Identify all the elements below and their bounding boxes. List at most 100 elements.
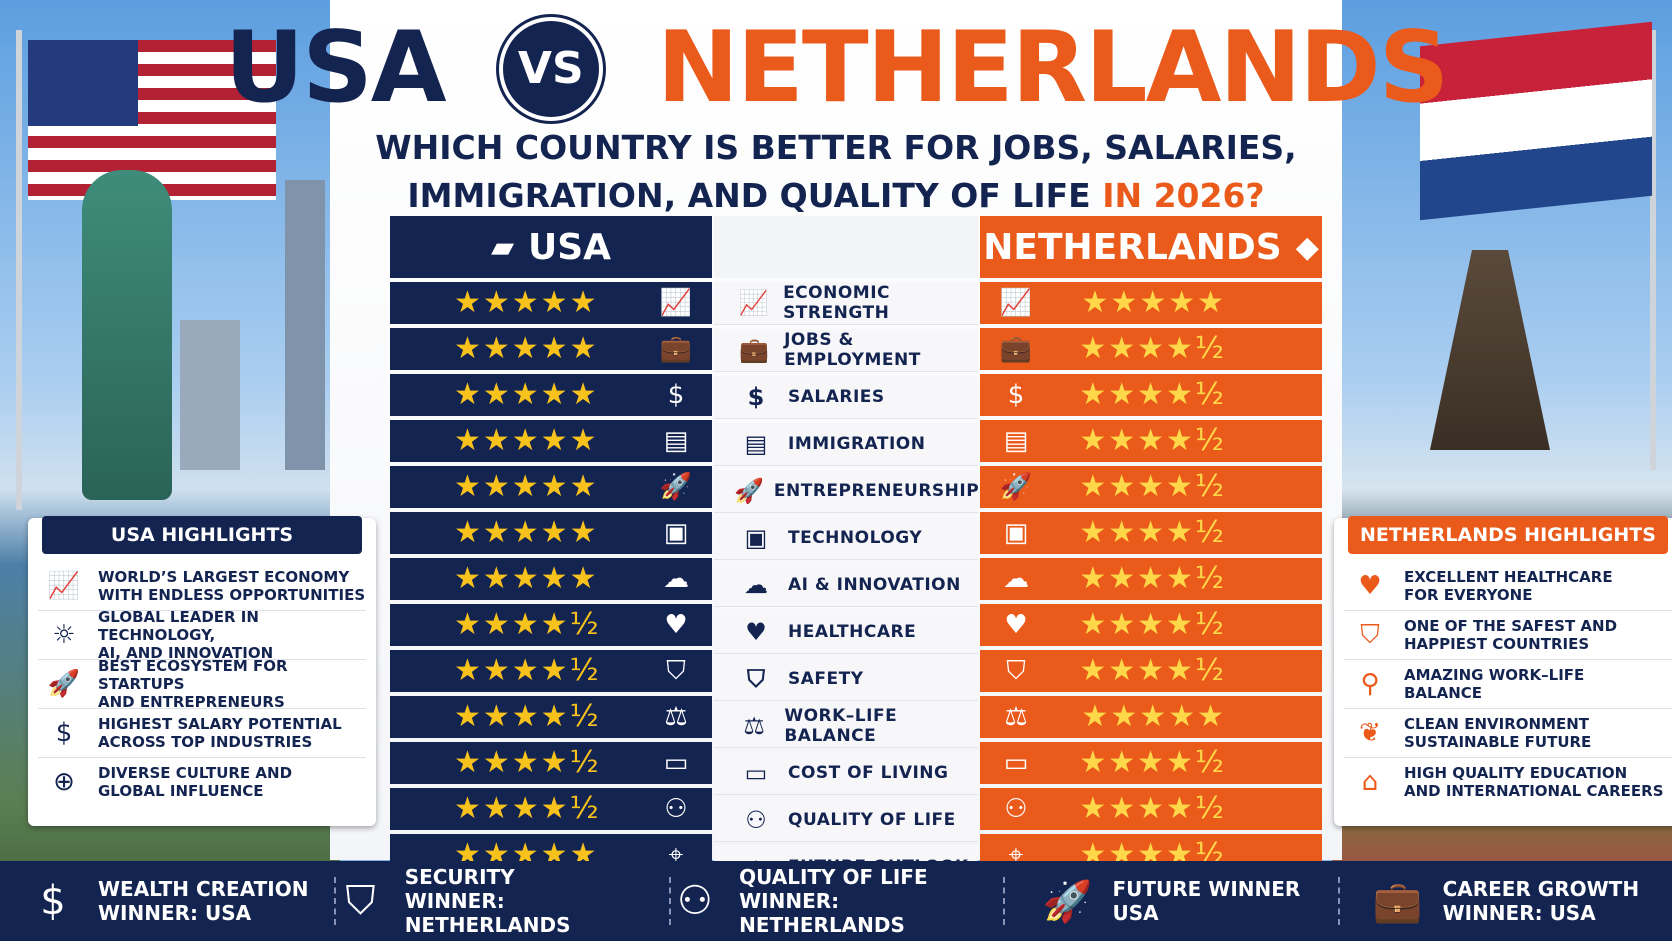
footer-winner-item: 💼 CAREER GROWTH WINNER: USA: [1337, 861, 1672, 941]
footer-winner: WINNER: USA: [1442, 901, 1596, 925]
footer-winner-item: $ WEALTH CREATION WINNER: USA: [0, 861, 334, 941]
footer-winner: WINNER: USA: [97, 901, 252, 925]
highlight-line: HIGHEST SALARY POTENTIAL: [98, 715, 342, 733]
usa-stars: ★★★★★: [454, 515, 599, 550]
usa-highlights-title: USA HIGHLIGHTS: [42, 516, 362, 554]
netherlands-rating-row: 📈 ★★★★★: [980, 282, 1322, 324]
footer-winner-item: ⛉ SECURITY WINNER: NETHERLANDS: [334, 861, 668, 941]
usa-stars: ★★★★★: [454, 285, 599, 320]
category-row: ⛉ SAFETY: [714, 658, 978, 701]
netherlands-rating-row: ▤ ★★★★½: [980, 420, 1322, 462]
highlight-line: ACROSS TOP INDUSTRIES: [98, 733, 313, 751]
scales-icon: ⚖: [664, 702, 688, 732]
usa-rating-row: ★★★★★ ☁: [390, 558, 712, 600]
brain-icon: ☁: [744, 571, 768, 599]
netherlands-rating-row: ☁ ★★★★½: [980, 558, 1322, 600]
usa-rating-row: ★★★★½ ⚖: [390, 696, 712, 738]
footer-category: SECURITY: [404, 865, 515, 889]
family-icon: ⚇: [677, 878, 713, 924]
category-label: SALARIES: [788, 387, 885, 407]
rocket-icon: 🚀: [734, 477, 764, 505]
usa-stars: ★★★★½: [454, 699, 601, 734]
highlight-text: DIVERSE CULTURE AND GLOBAL INFLUENCE: [90, 764, 366, 800]
usa-stars: ★★★★½: [454, 653, 601, 688]
briefcase-icon: 💼: [1372, 878, 1423, 925]
usa-flag: [28, 40, 276, 200]
wallet-icon: ▭: [1003, 748, 1029, 778]
heart-icon: ♥: [745, 618, 767, 646]
globe-icon: ⊕: [53, 767, 75, 797]
highlight-item: ⚲ AMAZING WORK–LIFE BALANCE: [1344, 660, 1672, 709]
usa-rating-row: ★★★★★ 💼: [390, 328, 712, 370]
netherlands-stars: ★★★★½: [1079, 745, 1226, 780]
category-row: ⚇ QUALITY OF LIFE: [714, 799, 978, 842]
category-label: QUALITY OF LIFE: [788, 810, 956, 830]
highlight-line: GLOBAL LEADER IN TECHNOLOGY,: [98, 608, 259, 644]
footer-winner-item: ⚇ QUALITY OF LIFE WINNER: NETHERLANDS: [668, 861, 1003, 941]
chip-icon: ▣: [663, 518, 689, 548]
netherlands-rating-row: ▭ ★★★★½: [980, 742, 1322, 784]
highlight-item: ⊕ DIVERSE CULTURE AND GLOBAL INFLUENCE: [38, 758, 366, 806]
footer-winner: USA: [1112, 901, 1159, 925]
highlight-text: CLEAN ENVIRONMENT SUSTAINABLE FUTURE: [1396, 715, 1672, 751]
highlight-text: HIGH QUALITY EDUCATION AND INTERNATIONAL …: [1396, 764, 1672, 800]
chart-icon: 📈: [659, 288, 693, 318]
highlight-line: GLOBAL INFLUENCE: [98, 782, 264, 800]
highlight-text: EXCELLENT HEALTHCARE FOR EVERYONE: [1396, 568, 1672, 604]
statue-of-liberty: [82, 170, 172, 500]
subtitle-line1: WHICH COUNTRY IS BETTER FOR JOBS, SALARI…: [375, 128, 1297, 167]
category-row: ♥ HEALTHCARE: [714, 611, 978, 654]
winners-footer: $ WEALTH CREATION WINNER: USA ⛉ SECURITY WINN…: [0, 861, 1672, 941]
family-icon: ⚇: [745, 806, 767, 834]
skyscraper: [285, 180, 325, 470]
passport-icon: ▤: [1003, 426, 1029, 456]
footer-category: QUALITY OF LIFE: [739, 865, 928, 889]
usa-column: ▰ USA ★★★★★ 📈 ★★★★★ 💼 ★★★★★ $ ★★★★★ ▤ ★★★★★ 🚀 ★★★★★…: [390, 216, 712, 876]
highlight-line: HAPPIEST COUNTRIES: [1404, 635, 1590, 653]
category-row: ▭ COST OF LIVING: [714, 752, 978, 795]
chart-icon: 📈: [47, 571, 81, 601]
rocket-icon: 🚀: [47, 669, 81, 699]
shield-icon: ⛉: [345, 878, 376, 924]
highlight-item: $ HIGHEST SALARY POTENTIAL ACROSS TOP INDU…: [38, 709, 366, 758]
highlight-line: WORLD’S LARGEST ECONOMY: [98, 568, 350, 586]
highlight-text: HIGHEST SALARY POTENTIAL ACROSS TOP INDUS…: [90, 715, 366, 751]
heart-icon: ♥: [664, 610, 688, 640]
usa-stars: ★★★★★: [454, 561, 599, 596]
netherlands-stars: ★★★★½: [1079, 791, 1226, 826]
highlight-line: HIGH QUALITY EDUCATION: [1404, 764, 1628, 782]
footer-winner: WINNER: NETHERLANDS: [404, 889, 571, 937]
highlight-line: AND ENTREPRENEURS: [98, 693, 285, 711]
footer-winner-text: SECURITY WINNER: NETHERLANDS: [405, 865, 669, 937]
subtitle-year: IN 2026?: [1102, 176, 1265, 215]
footer-category: CAREER GROWTH: [1442, 877, 1640, 901]
category-label: COST OF LIVING: [788, 763, 949, 783]
highlight-line: EXCELLENT HEALTHCARE: [1404, 568, 1613, 586]
category-row: 📈 ECONOMIC STRENGTH: [714, 282, 978, 325]
category-label: ENTREPRENEURSHIP: [773, 481, 980, 501]
brain-icon: ☁: [663, 564, 689, 594]
netherlands-stars: ★★★★★: [1081, 285, 1226, 320]
highlight-line: BALANCE: [1404, 684, 1483, 702]
chip-icon: ▣: [744, 524, 768, 552]
highlight-text: AMAZING WORK–LIFE BALANCE: [1396, 666, 1672, 702]
highlight-line: SUSTAINABLE FUTURE: [1404, 733, 1592, 751]
footer-category: WEALTH CREATION: [97, 877, 309, 901]
highlight-text: BEST ECOSYSTEM FOR STARTUPS AND ENTREPREN…: [90, 657, 366, 711]
bicycle-icon: ⚲: [1360, 669, 1380, 699]
usa-rating-row: ★★★★★ ▤: [390, 420, 712, 462]
rocket-icon: 🚀: [659, 472, 693, 502]
highlight-item: ❦ CLEAN ENVIRONMENT SUSTAINABLE FUTURE: [1344, 709, 1672, 758]
netherlands-stars: ★★★★½: [1079, 423, 1226, 458]
category-label: ECONOMIC STRENGTH: [783, 283, 891, 323]
category-label: AI & INNOVATION: [788, 575, 961, 595]
passport-icon: ▤: [663, 426, 689, 456]
passport-icon: ▤: [744, 430, 768, 458]
netherlands-column-header: NETHERLANDS ◆: [980, 216, 1322, 278]
rocket-icon: 🚀: [1042, 878, 1093, 925]
category-row: 💼 JOBS & EMPLOYMENT: [714, 329, 978, 372]
graduation-cap-icon: ⌂: [1361, 767, 1379, 797]
skyscraper: [180, 320, 240, 470]
chart-icon: 📈: [738, 289, 769, 317]
lightbulb-icon: ☼: [52, 620, 76, 650]
